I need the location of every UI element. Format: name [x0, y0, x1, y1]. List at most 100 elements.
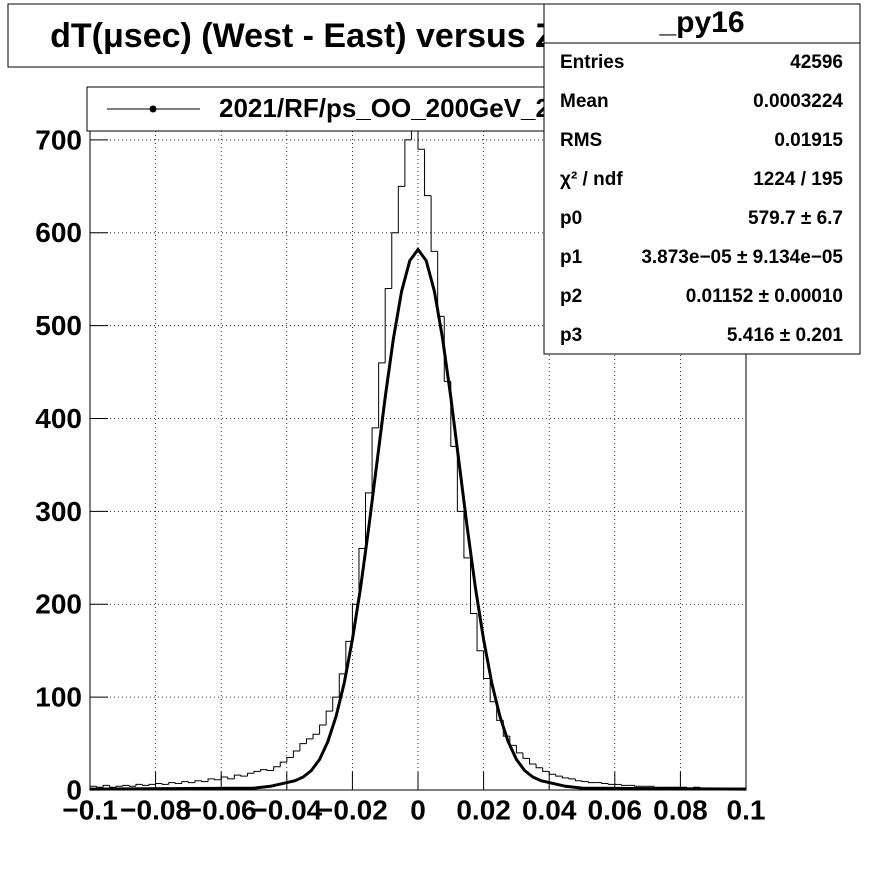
histogram-bin — [535, 763, 543, 769]
y-tick-label: 700 — [35, 124, 82, 155]
chart-title: dT(μsec) (West - East) versus Z — [50, 17, 556, 55]
histogram-bin — [292, 750, 300, 758]
histogram-bin — [246, 772, 254, 777]
histogram-bin — [568, 777, 576, 780]
x-tick-label: 0.04 — [522, 794, 577, 825]
histogram-bin — [187, 781, 195, 784]
x-tick-label: 0.02 — [456, 794, 511, 825]
histogram-bin — [424, 149, 432, 197]
histogram-bin — [522, 752, 530, 759]
stats-value: 5.416 ± 0.201 — [727, 325, 844, 346]
y-tick-label: 600 — [35, 217, 82, 248]
histogram-bin — [588, 781, 596, 784]
histogram-bin — [548, 771, 556, 775]
y-tick-label: 100 — [35, 682, 82, 713]
histogram-bin — [633, 785, 642, 787]
stats-value: 0.0003224 — [753, 91, 843, 112]
x-tick-label: −0.1 — [62, 794, 117, 825]
stats-label: χ² / ndf — [560, 169, 623, 190]
histogram-bin — [529, 758, 537, 765]
histogram-bin — [148, 783, 156, 786]
histogram-bin — [391, 232, 399, 289]
stats-box — [543, 3, 861, 355]
histogram-bin — [483, 650, 491, 680]
histogram-bin — [227, 776, 235, 780]
histogram-bin — [174, 782, 182, 784]
stats-value: 42596 — [790, 52, 843, 73]
histogram-bin — [404, 139, 412, 187]
histogram-bin — [542, 767, 550, 772]
stats-label: RMS — [560, 130, 602, 151]
histogram-bin — [128, 785, 136, 787]
stats-label: p3 — [560, 325, 582, 346]
x-tick-label: −0.06 — [186, 794, 257, 825]
stats-value: 1224 / 195 — [753, 169, 843, 190]
histogram-bin — [273, 766, 281, 771]
histogram-bin — [214, 778, 222, 781]
histogram-bin — [286, 756, 294, 763]
histogram-bin — [561, 776, 569, 779]
histogram-bin — [489, 678, 497, 703]
histogram-bin — [365, 492, 373, 549]
histogram-bin — [141, 784, 150, 786]
y-tick-label: 0 — [66, 774, 82, 805]
stats-label: p1 — [560, 247, 583, 268]
histogram-bin — [378, 362, 386, 428]
stats-title: _py16 — [658, 6, 744, 39]
histogram-bin — [607, 783, 615, 785]
histogram-bin — [233, 774, 241, 779]
histogram-bin — [109, 785, 117, 788]
histogram-bin — [279, 761, 287, 767]
histogram-bin — [325, 710, 333, 725]
histogram-bin — [312, 733, 320, 739]
histogram-bin — [115, 785, 123, 788]
histogram-bin — [332, 696, 340, 712]
y-tick-label: 200 — [35, 589, 82, 620]
histogram-bin — [161, 783, 169, 785]
stats-label: Mean — [560, 91, 609, 112]
histogram-bin — [574, 778, 582, 782]
stats-label: p2 — [560, 286, 582, 307]
histogram-bin — [456, 446, 464, 512]
y-tick-label: 400 — [35, 403, 82, 434]
x-tick-label: −0.04 — [251, 794, 322, 825]
histogram-bin — [240, 775, 248, 777]
histogram-bin — [220, 776, 228, 780]
histogram-bin — [201, 780, 209, 783]
stats-value: 0.01915 — [774, 130, 843, 151]
histogram-bin — [384, 288, 392, 363]
histogram-bin — [417, 130, 425, 150]
x-tick-label: −0.02 — [317, 794, 388, 825]
y-tick-label: 300 — [35, 496, 82, 527]
histogram-bin — [601, 782, 609, 784]
histogram-bin — [620, 784, 628, 786]
histogram-bin — [207, 778, 215, 782]
fit-curve — [89, 246, 747, 791]
histogram-bin — [135, 783, 143, 787]
histogram-bin — [319, 724, 327, 735]
legend-marker — [149, 105, 157, 113]
histogram-bin — [463, 511, 471, 559]
histogram-bin — [555, 774, 563, 777]
x-tick-label: 0.06 — [588, 794, 643, 825]
histogram-bin — [469, 557, 478, 615]
histogram-bin — [181, 781, 189, 784]
histogram-bin — [476, 613, 484, 652]
histogram-bin — [515, 745, 523, 754]
histogram-bin — [194, 780, 202, 783]
stats-value: 0.01152 ± 0.00010 — [686, 286, 843, 307]
histogram-bin — [155, 782, 163, 785]
histogram-bin — [430, 195, 438, 252]
x-tick-label: 0.1 — [727, 794, 766, 825]
x-tick-label: 0 — [410, 794, 426, 825]
histogram-bin — [122, 784, 130, 787]
histogram-bin — [581, 780, 589, 783]
stats-label: Entries — [560, 52, 624, 73]
histogram-bin — [266, 769, 274, 771]
histogram-bin — [96, 786, 104, 788]
histogram-bin — [371, 427, 379, 493]
histogram-bin — [397, 185, 405, 233]
histogram-bin — [338, 673, 346, 698]
stats-label: p0 — [560, 208, 582, 229]
